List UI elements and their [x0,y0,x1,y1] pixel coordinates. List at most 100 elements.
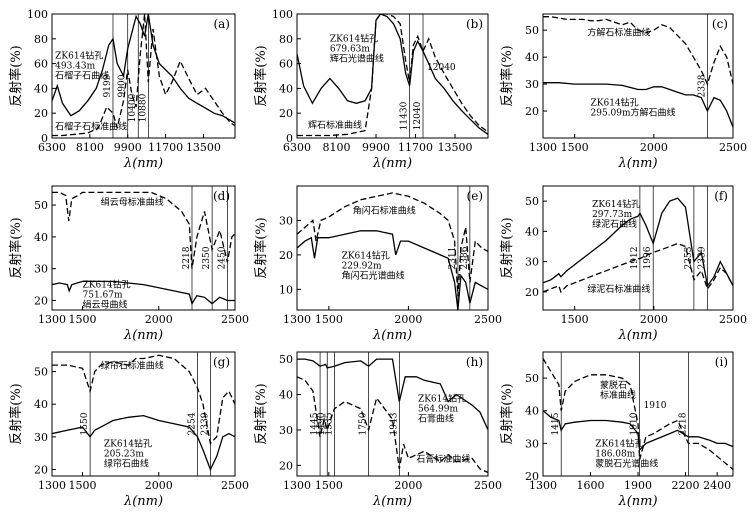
series-sample-line [297,358,488,431]
x-tick-label: 1600 [577,479,605,492]
plot-frame [51,185,236,311]
y-tick-label: 30 [525,78,539,91]
series-label-line: ZK614钻孔 [83,279,131,291]
series-label-line: 679.63m [330,44,370,54]
x-tick-label: 13500 [186,141,221,154]
x-tick-label: 1500 [69,313,97,326]
marker-label: 2339 [200,412,210,435]
marker-label: 2218 [678,412,688,435]
panel-e: 1300 1500 2000 2500 10 20 30 λ(nm) 反射率(%) (e) 2311… [253,185,502,343]
plot-frame [296,351,489,477]
series-label-line: ZK614钻孔 [55,50,103,62]
x-tick-label: 6300 [283,141,311,154]
x-tick-label: 1300 [38,313,66,326]
series-sample-line [543,197,733,288]
x-tick-label: 1300 [283,479,311,492]
x-tick-label: 2000 [640,313,668,326]
marker-label: 11430 [400,101,410,130]
series-label-line: 角闪石标准曲线 [353,205,416,217]
series-label: 绿帘石标准曲线 [101,359,164,371]
y-tick-label: 40 [525,225,539,238]
series-sample-line [52,14,235,124]
y-axis-label: 反射率(%) [499,217,515,279]
marker-label: 9900 [118,74,128,97]
y-tick-label: 50 [279,353,293,366]
y-tick-label: 20 [34,463,48,476]
panel-g: 1300 1500 2000 2500 20 30 40 50 λ(nm) 反射率(%) (g) 15… [8,351,249,509]
series-standard-line [297,14,488,137]
marker-label: 1415 [551,412,561,435]
x-tick-label: 2500 [474,479,502,492]
series-label: ZK614钻孔 205.23m 绿帘石曲线 [104,438,152,470]
marker-label: 2218 [182,246,192,269]
x-tick-label: 1500 [315,313,343,326]
marker-label: 10400 [128,93,138,122]
y-tick-label: 0 [41,132,48,145]
x-tick-label: 1300 [529,141,557,154]
panel-d: 1300 1500 2000 2500 20 30 40 50 λ(nm) 反射率(%) (d) 22… [8,185,249,343]
y-tick-label: 20 [525,286,539,299]
x-tick-label: 1300 [529,479,557,492]
marker-label: 1445 [310,412,320,435]
marker-label: 2253 [684,246,694,269]
y-tick-label: 30 [279,214,293,227]
x-tick-label: 1300 [283,313,311,326]
series-standard-line [297,192,488,297]
y-tick-label: 30 [34,431,48,444]
series-label-line: 蒙脱石 [600,379,627,391]
series-label-line: 564.99m [418,405,458,415]
series-sample-line [297,14,488,135]
series-label-line: 石膏标准曲线 [416,453,470,465]
x-tick-label: 13500 [438,141,473,154]
series-label-line: 标准曲线 [600,389,636,401]
x-tick-label: 2500 [719,141,747,154]
series-label-line: 石榴子石曲线 [55,70,109,82]
y-axis-label: 反射率(%) [8,45,24,107]
y-tick-label: 30 [525,256,539,269]
y-tick-label: 80 [279,33,293,46]
series-label: 石榴子石标准曲线 [55,120,127,132]
series-label-line: 205.23m [104,450,144,460]
x-tick-label: 9900 [114,141,142,154]
series-label-line: 绿帘石曲线 [104,458,149,470]
series-sample-line [52,414,235,472]
y-tick-label: 40 [279,82,293,95]
x-axis-label: λ(nm) [123,328,163,343]
series-standard-line [543,242,733,294]
marker-label: 2311 [448,247,458,270]
x-axis-label: λ(nm) [123,156,163,171]
x-tick-label: 2200 [672,479,700,492]
y-tick-label: 30 [525,437,539,450]
y-tick-label: 0 [286,132,293,145]
series-label: ZK614钻孔 751.67m 绢云母曲线 [83,279,131,311]
series-label-line: 绿泥石曲线 [592,218,637,230]
series-label-line: ZK614钻孔 [595,438,643,450]
x-axis-label: λ(nm) [372,328,412,343]
panel-label: (i) [715,355,728,369]
y-axis-label: 反射率(%) [8,217,24,279]
series-standard-line [297,376,488,474]
marker-label: 1996 [643,246,653,269]
series-label: 方解石标准曲线 [587,27,650,39]
marker-label: 1943 [389,412,399,435]
plot-frame [51,351,236,477]
y-axis-label: 反射率(%) [499,45,515,107]
y-tick-label: 100 [27,8,48,21]
x-tick-label: 8100 [323,141,351,154]
panel-a: 6300 8100 9900 11700 13500 0 20 40 60 80 100 λ(nm) 反… [8,8,236,171]
marker-label: 12040 [413,101,423,130]
series-sample-line [543,82,733,128]
y-tick-label: 40 [34,82,48,95]
panel-label: (a) [213,17,230,31]
plot-frame [51,13,236,139]
marker-label: 2254 [187,412,197,435]
y-tick-label: 40 [34,231,48,244]
series-label: 石膏标准曲线 [416,453,470,465]
x-tick-label: 2500 [221,313,249,326]
y-tick-label: 20 [525,105,539,118]
x-tick-label: 2500 [719,313,747,326]
x-tick-label: 1500 [69,479,97,492]
y-tick-label: 20 [34,294,48,307]
series-label-line: 方解石标准曲线 [587,27,650,39]
